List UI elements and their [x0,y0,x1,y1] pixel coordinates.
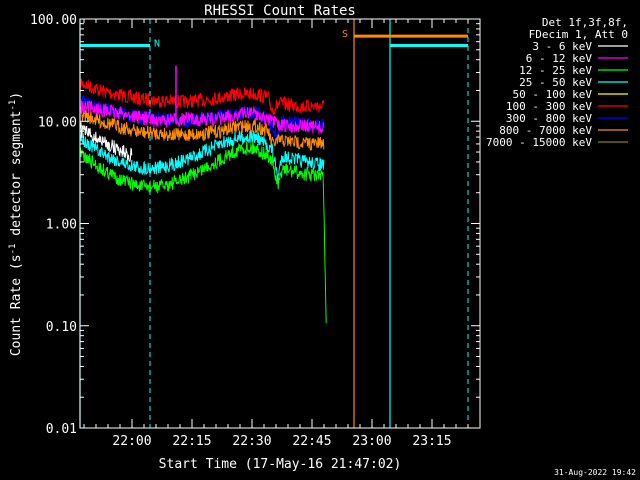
y-tick-label: 0.01 [46,422,77,437]
chart-title: RHESSI Count Rates [204,3,356,19]
series-line [79,140,327,324]
legend-info-line: Det 1f,3f,8f, [542,16,628,29]
y-axis-label-sup: -1 [8,244,18,255]
series-line [79,106,325,152]
legend-entry-label: 7000 - 15000 keV [486,136,592,149]
y-tick-label: 100.00 [30,13,77,28]
attenuator-periods: NS [80,29,468,50]
legend-entry-label: 25 - 50 keV [519,76,592,89]
x-tick-label: 22:00 [112,434,151,449]
series-line [79,130,325,182]
y-axis-label-sup2: -1 [8,100,18,111]
series-layer [79,65,327,324]
x-tick-label: 22:30 [232,434,271,449]
y-axis-ticks: 100.00 10.00 1.00 0.10 0.01 [30,13,480,437]
legend-entry-label: 12 - 25 keV [519,64,592,77]
series-line [79,75,325,116]
y-tick-label: 10.00 [38,115,77,130]
legend-entry-label: 100 - 300 keV [506,100,592,113]
legend-entry-label: 800 - 7000 keV [499,124,592,137]
period-label: N [154,39,160,50]
x-tick-label: 23:00 [352,434,391,449]
legend-entry-label: 3 - 6 keV [532,40,592,53]
series-line [79,122,133,163]
x-axis-label: Start Time (17-May-16 21:47:02) [159,457,402,472]
series-line [79,100,325,135]
footer-date: 31-Aug-2022 19:42 [554,468,636,477]
y-axis-label: Count Rate (s-1 detector segment-1) [8,92,24,356]
legend-info-line: FDecim 1, Att 0 [529,28,628,41]
legend-entry-label: 6 - 12 keV [526,52,593,65]
x-tick-label: 22:45 [292,434,331,449]
y-tick-label: 0.10 [46,320,77,335]
y-tick-label: 1.00 [46,218,77,233]
legend-entry-label: 300 - 800 keV [506,112,592,125]
y-axis-label-tail: detector segment [9,111,24,244]
y-axis-label-close: ) [9,92,24,100]
x-tick-label: 22:15 [172,434,211,449]
x-axis-ticks: 22:00 22:15 22:30 22:45 23:00 23:15 [83,19,469,449]
y-axis-label-main: Count Rate (s [9,254,24,356]
period-label: S [342,29,348,40]
legend-entry-label: 50 - 100 keV [513,88,593,101]
x-tick-label: 23:15 [412,434,451,449]
